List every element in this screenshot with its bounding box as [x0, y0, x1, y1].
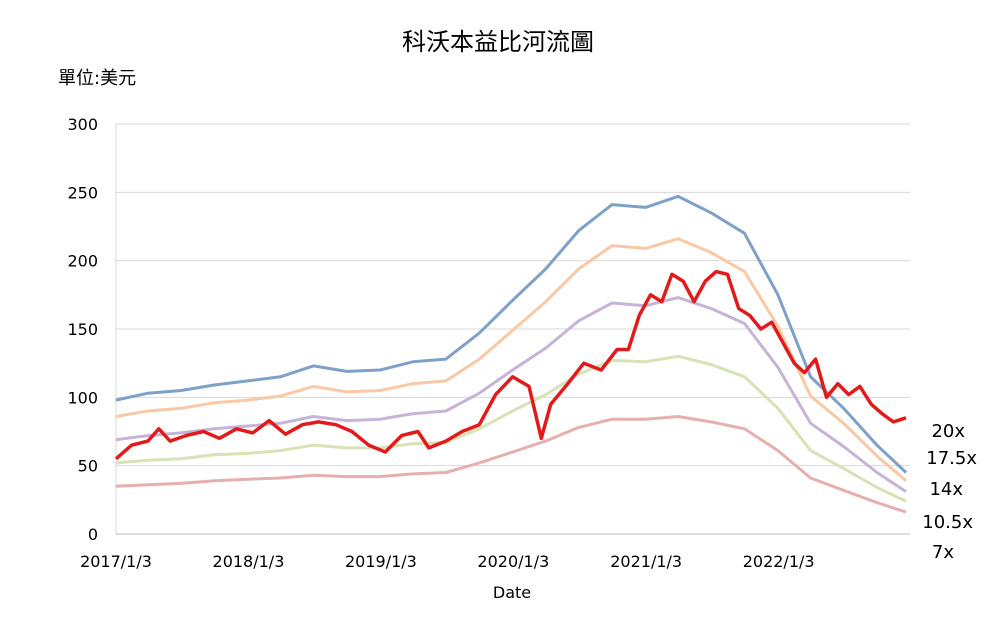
x-tick-label: 2017/1/3 — [80, 552, 152, 571]
x-tick-label: 2019/1/3 — [345, 552, 417, 571]
x-tick-label: 2021/1/3 — [610, 552, 682, 571]
unit-label: 單位:美元 — [58, 68, 136, 89]
y-tick-label: 150 — [67, 320, 98, 339]
x-tick-label: 2018/1/3 — [213, 552, 285, 571]
y-axis-ticks: 0 50 100 150 200 250 300 — [67, 115, 98, 544]
x-axis-ticks: 2017/1/3 2018/1/3 2019/1/3 2020/1/3 2021/1/3… — [80, 552, 814, 571]
band-label: 20x — [931, 421, 965, 442]
band-label: 17.5x — [926, 448, 977, 469]
band-label: 7x — [932, 542, 954, 563]
y-tick-label: 250 — [67, 183, 98, 202]
y-tick-label: 100 — [67, 388, 98, 407]
price-line — [114, 269, 907, 461]
series-line-14x — [115, 296, 907, 493]
y-tick-label: 300 — [67, 115, 98, 134]
band-label: 14x — [929, 479, 963, 500]
y-tick-label: 200 — [67, 252, 98, 271]
gridlines — [116, 123, 910, 535]
series-lines — [114, 194, 908, 514]
x-tick-label: 2022/1/3 — [743, 552, 815, 571]
series-line-20x — [115, 194, 908, 474]
series-line-7x — [115, 415, 907, 514]
band-labels: 20x 17.5x 14x 10.5x 7x — [922, 421, 977, 563]
chart-title: 科沃本益比河流圖 — [402, 28, 594, 56]
x-axis-label: Date — [493, 583, 531, 602]
series-line-17.5x — [115, 237, 907, 482]
series-line-10.5x — [115, 354, 907, 503]
band-label: 10.5x — [922, 512, 973, 533]
y-tick-label: 0 — [88, 525, 98, 544]
y-tick-label: 50 — [78, 457, 98, 476]
x-tick-label: 2020/1/3 — [477, 552, 549, 571]
